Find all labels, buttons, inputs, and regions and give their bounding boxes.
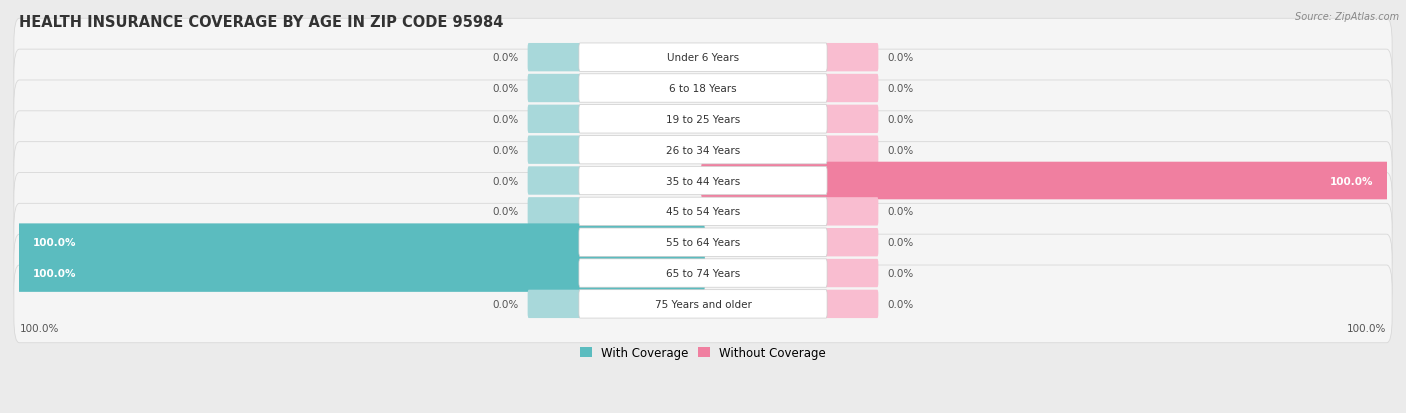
FancyBboxPatch shape (17, 224, 704, 261)
FancyBboxPatch shape (527, 198, 581, 226)
FancyBboxPatch shape (14, 204, 1392, 281)
Text: 0.0%: 0.0% (887, 268, 914, 278)
Text: Under 6 Years: Under 6 Years (666, 53, 740, 63)
Legend: With Coverage, Without Coverage: With Coverage, Without Coverage (575, 342, 831, 364)
Text: 0.0%: 0.0% (887, 299, 914, 309)
Text: 0.0%: 0.0% (492, 145, 519, 155)
FancyBboxPatch shape (579, 228, 827, 257)
FancyBboxPatch shape (527, 75, 581, 103)
FancyBboxPatch shape (825, 290, 879, 318)
Text: HEALTH INSURANCE COVERAGE BY AGE IN ZIP CODE 95984: HEALTH INSURANCE COVERAGE BY AGE IN ZIP … (20, 15, 503, 30)
FancyBboxPatch shape (579, 167, 827, 195)
Text: 0.0%: 0.0% (492, 53, 519, 63)
FancyBboxPatch shape (527, 105, 581, 134)
Text: 0.0%: 0.0% (887, 114, 914, 125)
FancyBboxPatch shape (14, 81, 1392, 158)
Text: 0.0%: 0.0% (887, 237, 914, 248)
FancyBboxPatch shape (825, 44, 879, 72)
FancyBboxPatch shape (14, 235, 1392, 312)
Text: 100.0%: 100.0% (1330, 176, 1374, 186)
Text: 0.0%: 0.0% (492, 114, 519, 125)
Text: 0.0%: 0.0% (492, 299, 519, 309)
FancyBboxPatch shape (527, 167, 581, 195)
FancyBboxPatch shape (579, 198, 827, 226)
FancyBboxPatch shape (579, 290, 827, 318)
FancyBboxPatch shape (17, 254, 704, 292)
Text: 26 to 34 Years: 26 to 34 Years (666, 145, 740, 155)
Text: 35 to 44 Years: 35 to 44 Years (666, 176, 740, 186)
FancyBboxPatch shape (579, 44, 827, 72)
FancyBboxPatch shape (14, 142, 1392, 220)
FancyBboxPatch shape (579, 75, 827, 103)
Text: 45 to 54 Years: 45 to 54 Years (666, 207, 740, 217)
Text: 0.0%: 0.0% (887, 53, 914, 63)
Text: 0.0%: 0.0% (492, 207, 519, 217)
FancyBboxPatch shape (825, 75, 879, 103)
Text: 0.0%: 0.0% (887, 207, 914, 217)
FancyBboxPatch shape (527, 44, 581, 72)
Text: 55 to 64 Years: 55 to 64 Years (666, 237, 740, 248)
FancyBboxPatch shape (702, 162, 1389, 200)
Text: 6 to 18 Years: 6 to 18 Years (669, 84, 737, 94)
Text: 0.0%: 0.0% (887, 84, 914, 94)
Text: 0.0%: 0.0% (492, 176, 519, 186)
FancyBboxPatch shape (14, 112, 1392, 189)
FancyBboxPatch shape (14, 19, 1392, 97)
FancyBboxPatch shape (527, 290, 581, 318)
FancyBboxPatch shape (579, 105, 827, 134)
FancyBboxPatch shape (825, 228, 879, 257)
FancyBboxPatch shape (579, 136, 827, 164)
Text: 100.0%: 100.0% (20, 323, 59, 333)
Text: 100.0%: 100.0% (1347, 323, 1386, 333)
FancyBboxPatch shape (825, 259, 879, 287)
Text: 0.0%: 0.0% (492, 84, 519, 94)
Text: 100.0%: 100.0% (32, 268, 76, 278)
FancyBboxPatch shape (825, 198, 879, 226)
FancyBboxPatch shape (14, 173, 1392, 251)
FancyBboxPatch shape (579, 259, 827, 287)
Text: 65 to 74 Years: 65 to 74 Years (666, 268, 740, 278)
Text: Source: ZipAtlas.com: Source: ZipAtlas.com (1295, 12, 1399, 22)
Text: 100.0%: 100.0% (32, 237, 76, 248)
FancyBboxPatch shape (825, 105, 879, 134)
Text: 0.0%: 0.0% (887, 145, 914, 155)
FancyBboxPatch shape (527, 136, 581, 164)
FancyBboxPatch shape (14, 266, 1392, 343)
FancyBboxPatch shape (14, 50, 1392, 128)
FancyBboxPatch shape (825, 136, 879, 164)
Text: 75 Years and older: 75 Years and older (655, 299, 751, 309)
Text: 19 to 25 Years: 19 to 25 Years (666, 114, 740, 125)
